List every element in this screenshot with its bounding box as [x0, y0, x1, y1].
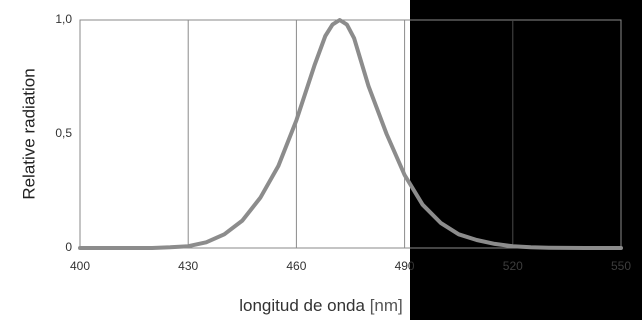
x-tick-label: 460: [286, 259, 306, 273]
data-point: [475, 238, 479, 242]
data-point: [439, 221, 443, 225]
x-tick-label: 430: [178, 259, 198, 273]
data-point: [258, 196, 262, 200]
data-point: [367, 84, 371, 88]
data-point: [168, 245, 172, 249]
data-point: [511, 244, 515, 248]
data-point: [619, 246, 623, 250]
data-point: [276, 164, 280, 168]
x-tick-labels: 400 430 460 490 520 550: [70, 259, 631, 273]
y-tick-label: 0,5: [55, 126, 72, 140]
y-axis-label: Relative radiation: [19, 68, 38, 199]
data-point: [583, 246, 587, 250]
data-point: [222, 232, 226, 236]
data-point: [421, 203, 425, 207]
data-point: [529, 245, 533, 249]
data-point: [240, 219, 244, 223]
data-point: [352, 36, 356, 40]
x-tick-label: 400: [70, 259, 90, 273]
x-tick-label: 520: [503, 259, 523, 273]
data-point: [345, 23, 349, 27]
x-tick-label: 490: [395, 259, 415, 273]
data-point: [323, 34, 327, 38]
data-point: [493, 242, 497, 246]
data-point: [186, 244, 190, 248]
data-point: [294, 118, 298, 122]
y-tick-labels: 0 0,5 1,0: [55, 12, 72, 254]
grid-lines: [80, 20, 621, 249]
data-point: [403, 173, 407, 177]
data-point: [457, 232, 461, 236]
x-axis-label-unit: [nm]: [369, 296, 403, 315]
x-tick-label: 550: [611, 259, 631, 273]
data-point: [330, 23, 334, 27]
data-point: [114, 246, 118, 250]
data-point: [78, 246, 82, 250]
y-tick-label: 0: [65, 240, 72, 254]
plot-frame: [79, 19, 622, 249]
data-point: [204, 240, 208, 244]
data-point: [150, 246, 154, 250]
series-line: [78, 18, 623, 250]
series-points: [78, 18, 623, 250]
data-point: [338, 18, 342, 22]
data-point: [312, 64, 316, 68]
y-tick-label: 1,0: [55, 12, 72, 26]
x-axis-label: longitud de onda [nm]: [0, 296, 642, 316]
dark-overlay-panel: [410, 0, 642, 320]
data-point: [547, 246, 551, 250]
x-axis-label-text: longitud de onda: [239, 296, 365, 315]
data-point: [385, 132, 389, 136]
